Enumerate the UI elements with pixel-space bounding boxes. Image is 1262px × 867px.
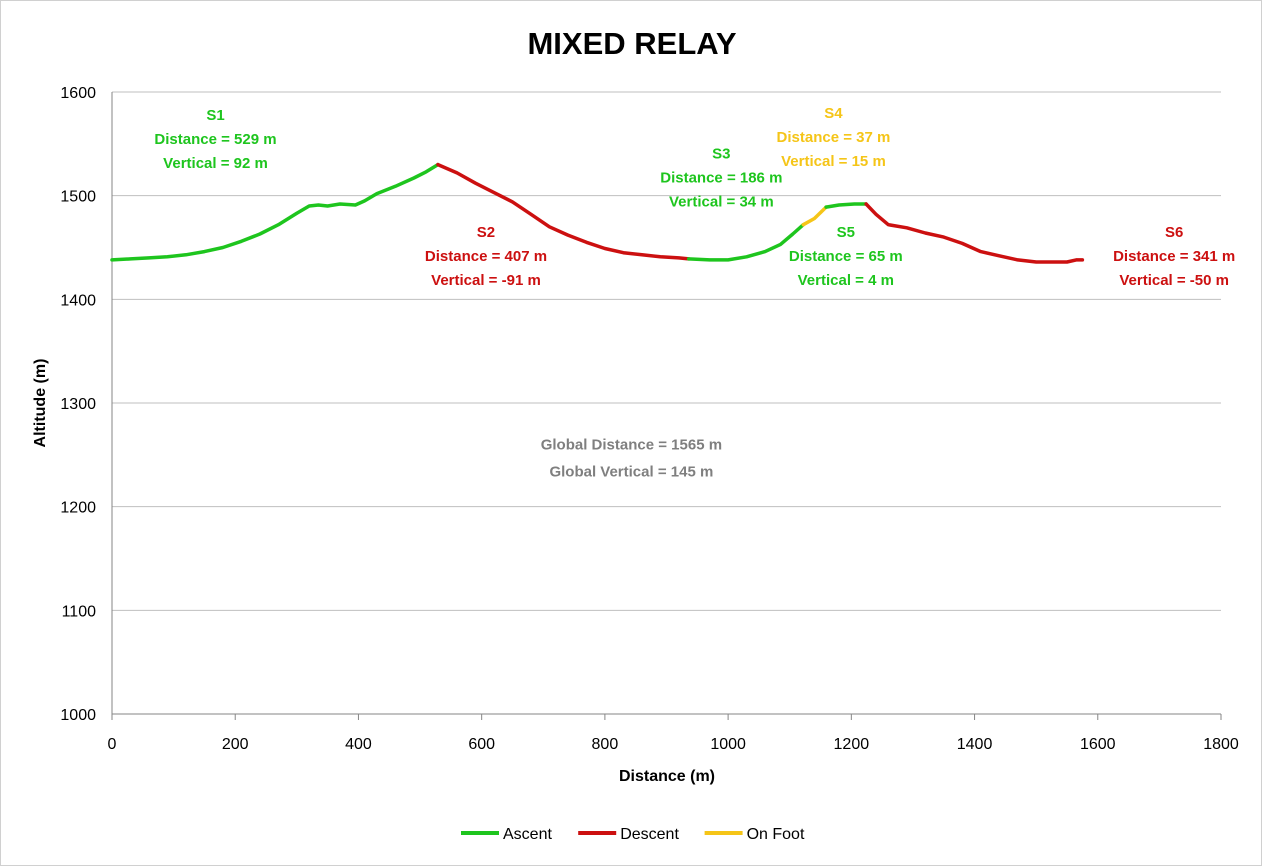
annotation-line: Distance = 529 m [154,131,276,148]
y-tick-label: 1600 [60,85,96,102]
x-axis-title: Distance (m) [619,768,715,785]
annotation-line: Vertical = 15 m [781,153,886,170]
x-tick-label: 400 [345,736,372,753]
x-tick-label: 1400 [957,736,993,753]
annotation-line: Vertical = 92 m [163,155,268,172]
series-layer [110,162,1085,264]
x-tick-label: 1000 [710,736,746,753]
y-tick-label: 1000 [60,707,96,724]
grid-layer [112,91,1221,611]
annotation-line: S4 [824,105,843,122]
legend-label-on_foot: On Foot [747,826,805,843]
annotation-line: S2 [477,224,495,241]
annotation-s1: S1 Distance = 529 m Vertical = 92 m [154,107,276,172]
annotation-line: Global Vertical = 145 m [549,464,713,481]
y-tick-label: 1400 [60,292,96,309]
x-tick-label: 800 [592,736,619,753]
series-line-s3 [686,222,806,262]
y-tick-label: 1200 [60,500,96,517]
series-line-s2 [436,162,691,261]
annotation-line: Global Distance = 1565 m [541,437,722,454]
x-tick-label: 200 [222,736,249,753]
annotation-layer: S1 Distance = 529 m Vertical = 92 m S2 Dista… [154,105,1235,481]
annotation-line: Distance = 65 m [789,248,903,265]
annotation-s5: S5 Distance = 65 m Vertical = 4 m [789,224,903,289]
annotation-global: Global Distance = 1565 m Global Vertical … [541,437,722,481]
annotation-line: Distance = 407 m [425,248,547,265]
annotation-line: S1 [206,107,224,124]
legend: Ascent Descent On Foot [461,826,805,843]
axis-layer: 1000 1100 1200 1300 1400 1500 1600 0 200 400 600 80… [60,85,1238,753]
annotation-line: Distance = 37 m [777,129,891,146]
annotation-line: Vertical = -50 m [1119,272,1229,289]
annotation-line: Vertical = 4 m [798,272,894,289]
y-tick-label: 1100 [62,603,97,620]
x-tick-label: 1200 [834,736,870,753]
annotation-s6: S6 Distance = 341 m Vertical = -50 m [1113,224,1235,289]
annotation-line: S6 [1165,224,1183,241]
chart-title: MIXED RELAY [527,26,736,61]
annotation-line: S5 [837,224,855,241]
annotation-line: S3 [712,145,730,162]
y-tick-label: 1500 [60,189,96,206]
annotation-line: Vertical = 34 m [669,193,774,210]
y-axis-title: Altitude (m) [32,359,49,448]
series-line-s6 [864,202,1085,264]
series-line-s1 [110,162,440,262]
annotation-s3: S3 Distance = 186 m Vertical = 34 m [660,145,782,210]
x-tick-label: 1600 [1080,736,1116,753]
series-line-s5 [824,202,868,209]
annotation-line: Distance = 341 m [1113,248,1235,265]
annotation-line: Distance = 186 m [660,169,782,186]
y-tick-label: 1300 [60,396,96,413]
annotation-line: Vertical = -91 m [431,272,541,289]
x-tick-label: 0 [108,736,117,753]
annotation-s4: S4 Distance = 37 m Vertical = 15 m [777,105,891,170]
legend-label-ascent: Ascent [503,826,552,843]
x-tick-label: 600 [468,736,495,753]
annotation-s2: S2 Distance = 407 m Vertical = -91 m [425,224,547,289]
legend-label-descent: Descent [620,826,679,843]
x-tick-label: 1800 [1203,736,1239,753]
series-line-s4 [801,205,828,227]
